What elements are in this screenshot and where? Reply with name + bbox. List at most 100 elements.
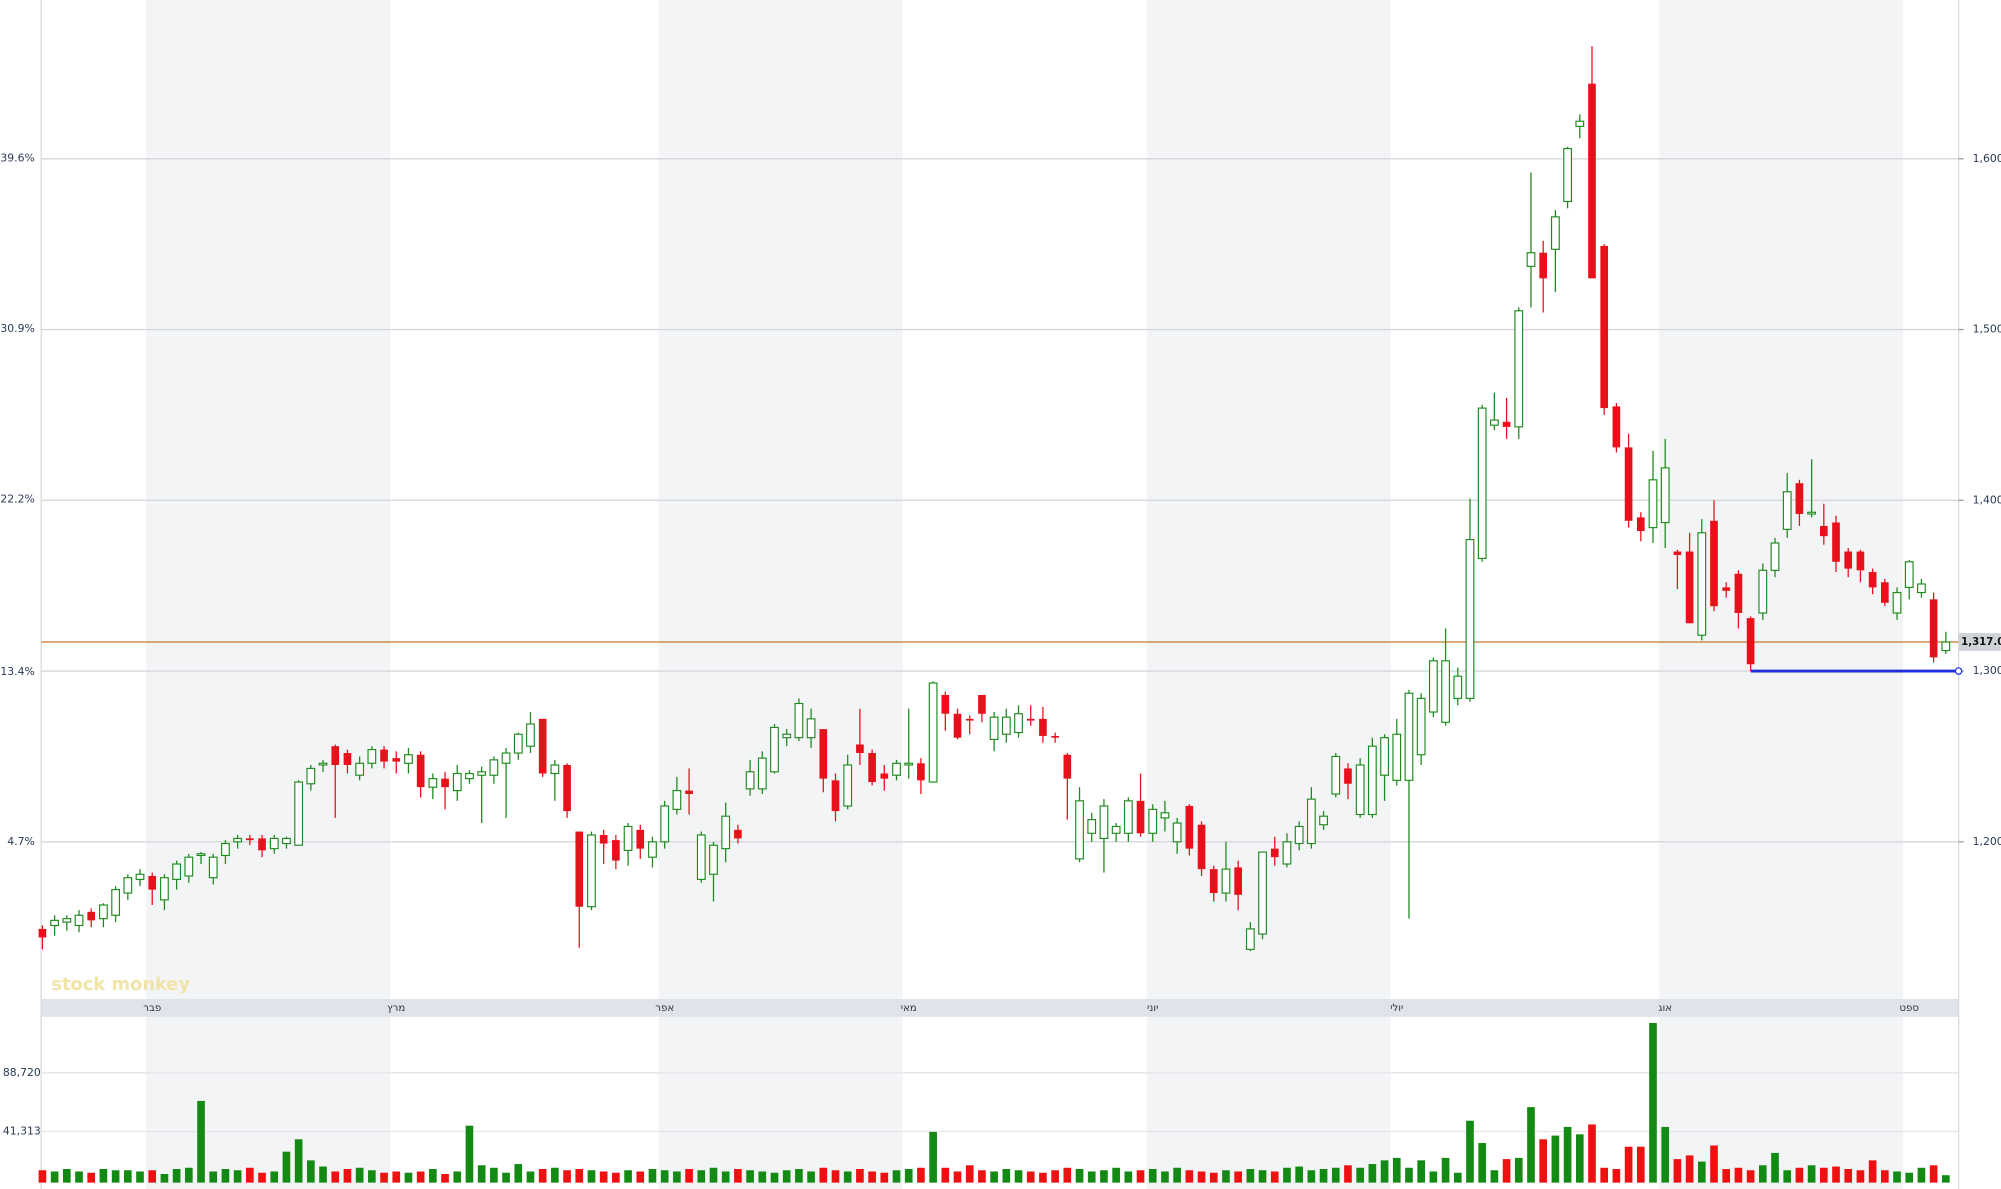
volume-bar [453, 1171, 462, 1183]
candle-body [1063, 754, 1072, 779]
volume-bar [892, 1170, 901, 1183]
volume-bar [1185, 1170, 1194, 1183]
volume-bar [1649, 1022, 1657, 1183]
candle-body [1746, 618, 1755, 665]
candle-body [343, 753, 352, 765]
candle-body [612, 840, 620, 861]
candle-body [221, 842, 230, 857]
volume-bar [660, 1170, 669, 1183]
candle-body [941, 694, 950, 714]
volume-bar [551, 1167, 559, 1183]
candle-body [1282, 841, 1292, 865]
candle-body [233, 837, 243, 843]
candle-body [526, 723, 535, 747]
candle-body [928, 682, 938, 783]
month-band [1146, 0, 1391, 1189]
volume-bar [490, 1167, 498, 1183]
candle-body [1795, 483, 1804, 514]
candle-body [1770, 542, 1780, 571]
candle-body [1722, 587, 1731, 591]
x-tick-label: יולי [1390, 1003, 1403, 1014]
volume-bar [1246, 1169, 1255, 1183]
volume-bar [1868, 1160, 1877, 1183]
candle-body [1014, 713, 1023, 734]
candle-body [1514, 310, 1524, 428]
candle-body [672, 790, 682, 810]
last-price-tag [1958, 633, 2001, 651]
volume-bar [782, 1170, 791, 1183]
x-tick-label: אפר [655, 1003, 674, 1014]
volume-bar [929, 1131, 937, 1183]
volume-bar [477, 1165, 486, 1183]
volume-bar [843, 1171, 852, 1183]
candle-body [38, 928, 47, 938]
candle-body [587, 834, 596, 908]
candle-body [1087, 819, 1097, 834]
candle-body [1588, 83, 1596, 279]
candle-body [1344, 768, 1352, 784]
volume-bar [416, 1171, 425, 1183]
candle-body [623, 825, 633, 851]
candle-body [196, 853, 206, 857]
volume-bar [50, 1171, 59, 1183]
volume-bar [648, 1169, 657, 1183]
volume-bar [990, 1171, 998, 1183]
candle-body [868, 753, 876, 783]
volume-bar [1758, 1165, 1767, 1183]
candle-body [880, 773, 889, 779]
volume-bar [160, 1173, 169, 1183]
candle-body [1367, 745, 1377, 816]
candle-body [819, 729, 828, 779]
candle-body [1453, 675, 1463, 699]
volume-bar [148, 1170, 157, 1183]
volume-bar [1270, 1171, 1279, 1183]
volume-bar [636, 1171, 645, 1183]
volume-bar [502, 1172, 510, 1183]
candle-body [392, 758, 401, 762]
volume-bar [599, 1171, 608, 1183]
volume-bar [1600, 1167, 1609, 1183]
volume-bar [612, 1172, 620, 1183]
candle-body [1832, 522, 1840, 562]
candle-body [1782, 491, 1792, 530]
candle-body [1355, 764, 1365, 816]
volume-bar [575, 1169, 584, 1183]
volume-bar [1026, 1171, 1035, 1183]
candle-body [269, 837, 279, 850]
volume-bar [1161, 1171, 1169, 1183]
candle-body [1929, 599, 1938, 658]
volume-bar [355, 1167, 364, 1183]
candle-body [989, 716, 999, 740]
candle-body [904, 762, 914, 766]
volume-bar [1453, 1172, 1462, 1183]
y2-tick-label: 39.6% [0, 152, 34, 165]
volume-bar [75, 1171, 83, 1183]
month-band [658, 0, 903, 1189]
y-tick-label: 1,600 [1973, 152, 2001, 165]
candle-body [160, 877, 169, 901]
candle-body [246, 838, 254, 841]
candle-body [404, 754, 413, 764]
candle-body [757, 757, 767, 790]
candle-body [208, 856, 218, 879]
candle-body [380, 749, 388, 762]
volume-bar [1209, 1172, 1218, 1183]
candle-body [550, 764, 560, 775]
candle-body [831, 780, 840, 812]
volume-bar [1490, 1170, 1499, 1183]
volume-bar [87, 1172, 96, 1183]
candle-body [1880, 582, 1889, 603]
candle-body [1868, 572, 1877, 588]
candle-body [501, 752, 511, 764]
candle-body [1209, 869, 1218, 894]
candle-body [794, 702, 804, 739]
volume-bar [917, 1167, 925, 1183]
volume-bar [697, 1170, 706, 1183]
candle-body [1904, 561, 1914, 588]
volume-bar [1844, 1169, 1853, 1183]
candle-body [367, 749, 377, 764]
volume-bar [624, 1170, 632, 1183]
candle-body [1917, 583, 1926, 594]
candle-body [1416, 697, 1426, 756]
candle-body [575, 831, 584, 907]
